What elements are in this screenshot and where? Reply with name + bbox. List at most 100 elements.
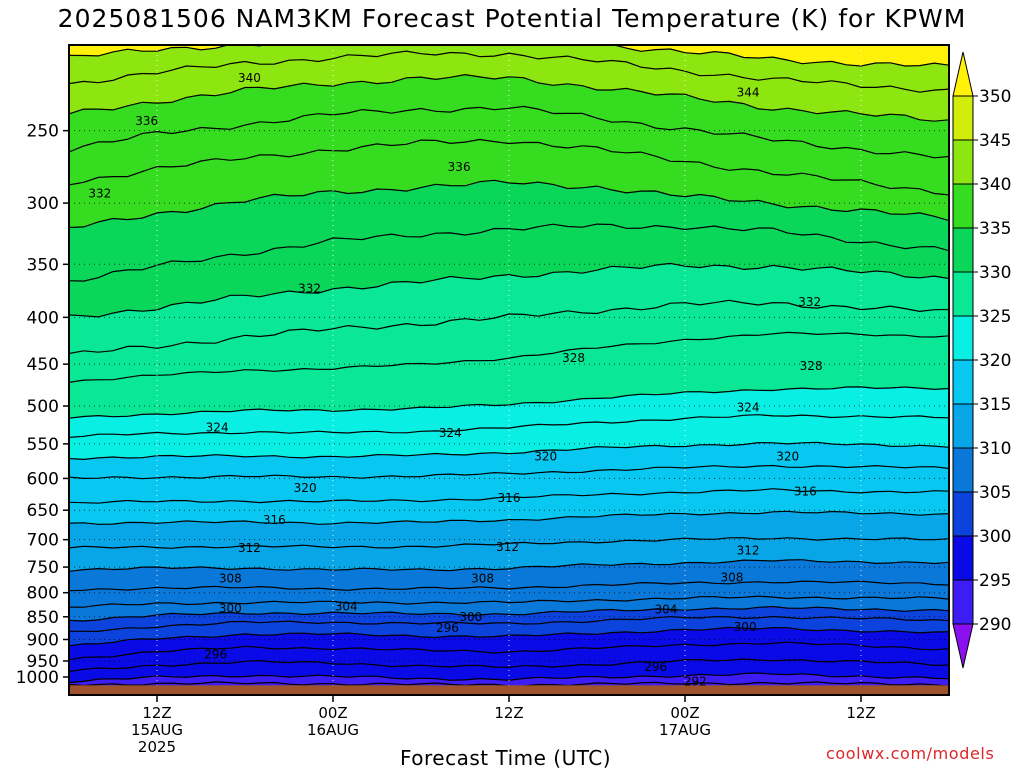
contour-label: 328 xyxy=(800,359,823,373)
colorbar-segment xyxy=(952,579,974,625)
colorbar-segment xyxy=(952,315,974,361)
plot-area: 340 336 332 336 344 332 332 328 328 324 324 324 320 3… xyxy=(69,45,949,695)
contour-label: 308 xyxy=(720,571,743,585)
colorbar-label: 345 xyxy=(979,131,1011,151)
isentrope-line xyxy=(69,605,949,622)
theta-band xyxy=(69,465,949,504)
contour-label: 296 xyxy=(204,648,227,662)
ground-layer xyxy=(69,685,949,695)
y-tick-label: 250 xyxy=(27,122,59,142)
x-tick-label: 16AUG xyxy=(307,721,359,739)
y-tick-label: 300 xyxy=(27,194,59,214)
colorbar-segment xyxy=(952,95,974,141)
x-axis-title: Forecast Time (UTC) xyxy=(400,746,612,770)
contour-label: 296 xyxy=(644,660,667,674)
ground-fill xyxy=(69,685,949,695)
chart-title: 2025081506 NAM3KM Forecast Potential Tem… xyxy=(57,4,967,33)
colorbar: 290 295 300 305 310 315 320 325 330 335 340 345 350 xyxy=(952,51,1011,669)
x-tick-label: 2025 xyxy=(138,738,176,756)
theta-band xyxy=(69,627,949,660)
colorbar-label: 315 xyxy=(979,395,1011,415)
colorbar-segment xyxy=(952,359,974,405)
theta-band xyxy=(69,263,949,354)
contour-label: 308 xyxy=(219,572,242,586)
isentrope-line xyxy=(69,179,949,229)
theta-band xyxy=(69,488,949,525)
contour-label: 336 xyxy=(448,160,471,174)
contour-label: 332 xyxy=(88,187,111,201)
isentrope-line xyxy=(69,615,949,633)
colorbar-label: 325 xyxy=(979,307,1011,327)
theta-band xyxy=(69,45,949,93)
credit-text: coolwx.com/models xyxy=(826,744,995,763)
colorbar-label: 350 xyxy=(979,87,1011,107)
y-tick-label: 1000 xyxy=(16,668,59,688)
colorbar-label: 310 xyxy=(979,439,1011,459)
colorbar-label: 320 xyxy=(979,351,1011,371)
contour-label: 304 xyxy=(335,599,358,613)
contour-label: 324 xyxy=(206,421,229,435)
isentrope-line xyxy=(69,641,949,661)
theta-band xyxy=(69,45,949,66)
contour-label: 316 xyxy=(794,484,817,498)
isentrope-line xyxy=(69,105,949,159)
y-tick-label: 400 xyxy=(27,308,59,328)
x-tick-label: 12Z xyxy=(846,704,875,722)
isentrope-line xyxy=(69,223,949,282)
isentrope-line xyxy=(69,595,949,608)
x-tick-label: 00Z xyxy=(670,704,699,722)
isentrope-line xyxy=(69,45,949,67)
contour-label: 320 xyxy=(776,450,799,464)
theta-band xyxy=(69,642,949,672)
contour-label: 324 xyxy=(439,426,462,440)
contour-label: 316 xyxy=(498,491,521,505)
contour-label: 316 xyxy=(263,513,286,527)
contour-label: 312 xyxy=(737,543,760,557)
grid-layer xyxy=(69,45,949,695)
theta-band xyxy=(69,51,949,122)
isentrope-line xyxy=(69,464,949,480)
isentrope-line xyxy=(69,510,949,525)
theta-band xyxy=(69,616,949,646)
theta-band xyxy=(69,581,949,608)
colorbar-label: 300 xyxy=(979,527,1011,547)
colorbar-label: 295 xyxy=(979,571,1011,591)
colorbar-segment xyxy=(952,403,974,449)
isentrope-line xyxy=(69,488,949,504)
colorbar-segment xyxy=(952,447,974,493)
y-tick-label: 600 xyxy=(27,469,59,489)
x-tick-label: 12Z xyxy=(142,704,171,722)
x-tick-label: 15AUG xyxy=(131,721,183,739)
contour-label: 304 xyxy=(654,603,677,617)
contour-label: 344 xyxy=(737,85,760,99)
y-tick-label: 500 xyxy=(27,397,59,417)
colorbar-segment xyxy=(952,623,974,669)
theta-band xyxy=(69,673,949,687)
isentrope-line xyxy=(69,73,949,122)
y-tick-label: 550 xyxy=(27,435,59,455)
isentrope-line xyxy=(69,658,949,673)
x-tick-label: 17AUG xyxy=(659,721,711,739)
colorbar-label: 340 xyxy=(979,175,1011,195)
contour-label: 340 xyxy=(238,71,261,85)
theta-band xyxy=(69,74,949,158)
colorbar-segment xyxy=(952,227,974,273)
colorbar-label: 305 xyxy=(979,483,1011,503)
contour-label: 328 xyxy=(562,351,585,365)
isentrope-line xyxy=(69,299,949,355)
y-tick-label: 700 xyxy=(27,531,59,551)
isentrope-line xyxy=(69,537,949,549)
theta-band xyxy=(69,511,949,549)
contour-label: 300 xyxy=(734,620,757,634)
y-tick-label: 800 xyxy=(27,584,59,604)
colorbar-segment xyxy=(952,51,974,97)
isentrope-line xyxy=(69,138,949,196)
isentrope-line xyxy=(69,441,949,461)
contour-label: 308 xyxy=(471,572,494,586)
isentrope-line xyxy=(69,414,949,438)
y-tick-label: 900 xyxy=(27,631,59,651)
colorbar-segment xyxy=(952,491,974,537)
contour-label: 296 xyxy=(436,621,459,635)
